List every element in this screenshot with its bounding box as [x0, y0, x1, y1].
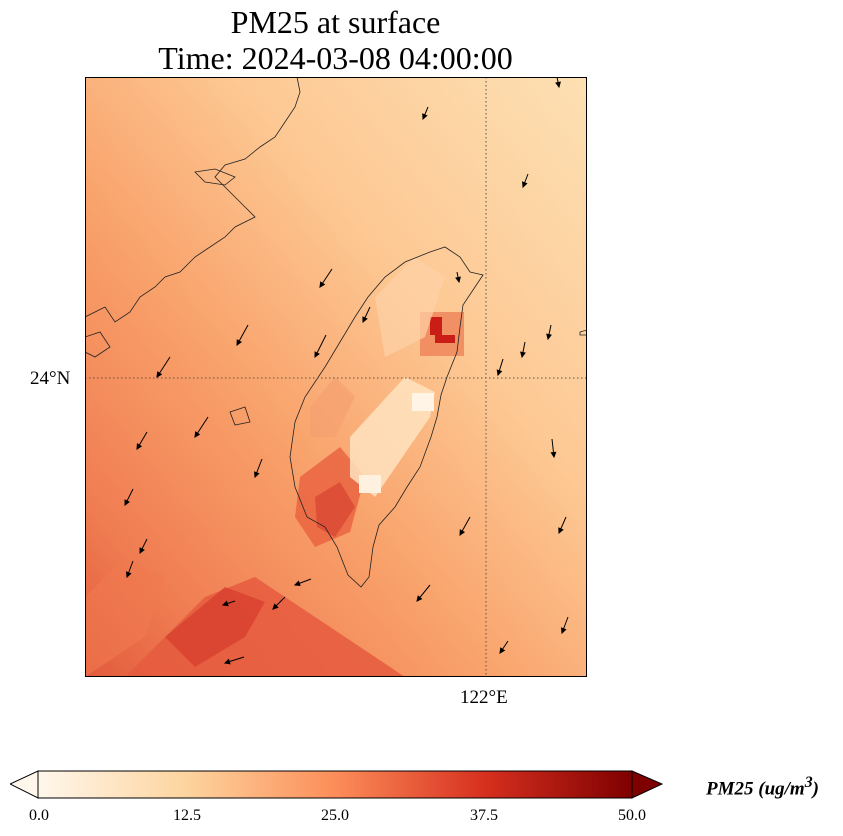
colorbar-tick-3: 37.5: [470, 807, 498, 824]
title-line1: PM25 at surface: [230, 4, 441, 40]
colorbar-label: PM25 (ug/m3): [706, 774, 819, 800]
wind-arrow-head: [125, 571, 132, 579]
wind-arrow-head: [416, 595, 423, 602]
wind-arrow-head: [221, 600, 229, 607]
lon-tick-label: 122°E: [460, 687, 508, 708]
wind-arrow-head: [550, 451, 557, 459]
high-concentration-patches: [85, 257, 464, 677]
wind-arrow-head: [223, 658, 231, 665]
taiwan-coastline: [289, 246, 484, 588]
wind-arrow-head: [293, 580, 301, 587]
map-frame: [85, 77, 587, 677]
colorbar-extend-max: [631, 770, 664, 799]
wind-arrow-head: [558, 527, 564, 535]
concentration-field: [85, 77, 587, 677]
colorbar-tick-0: 0.0: [29, 807, 49, 824]
colorbar-gradient: [37, 770, 633, 799]
colorbar: [10, 770, 664, 799]
wind-arrow-head: [124, 499, 130, 507]
colorbar-tick-2: 25.0: [321, 807, 349, 824]
map-title: PM25 at surface Time: 2024-03-08 04:00:0…: [85, 4, 586, 76]
wind-arrow-head: [499, 647, 506, 654]
colorbar-tick-1: 12.5: [173, 807, 201, 824]
wind-arrow-head: [136, 443, 143, 450]
wind-arrow-head: [139, 547, 145, 555]
wind-arrow-head: [459, 529, 466, 537]
wind-arrow-head: [319, 281, 326, 288]
title-line2: Time: 2024-03-08 04:00:00: [158, 40, 513, 76]
colorbar-extend-min: [10, 770, 39, 799]
wind-arrow-head: [156, 371, 163, 378]
wind-arrow-head: [520, 351, 526, 359]
wind-arrow-head: [236, 339, 243, 347]
pm25-map: [85, 77, 587, 677]
wind-arrow-head: [546, 333, 552, 341]
wind-arrows: [124, 77, 569, 665]
wind-arrow-head: [455, 276, 461, 284]
wind-arrow-head: [422, 113, 428, 121]
china-coastline: [85, 77, 301, 323]
wind-arrow-head: [496, 369, 503, 377]
wind-arrow-head: [254, 471, 260, 479]
colorbar-tick-4: 50.0: [618, 807, 646, 824]
wind-arrow-head: [194, 431, 201, 438]
wind-arrow-head: [314, 351, 320, 359]
wind-arrow-head: [272, 603, 279, 610]
wind-arrow-head: [522, 181, 528, 189]
wind-arrow-head: [555, 81, 561, 89]
wind-arrow-head: [560, 627, 567, 635]
lat-tick-label: 24°N: [30, 368, 71, 389]
wind-arrow-head: [362, 316, 368, 324]
